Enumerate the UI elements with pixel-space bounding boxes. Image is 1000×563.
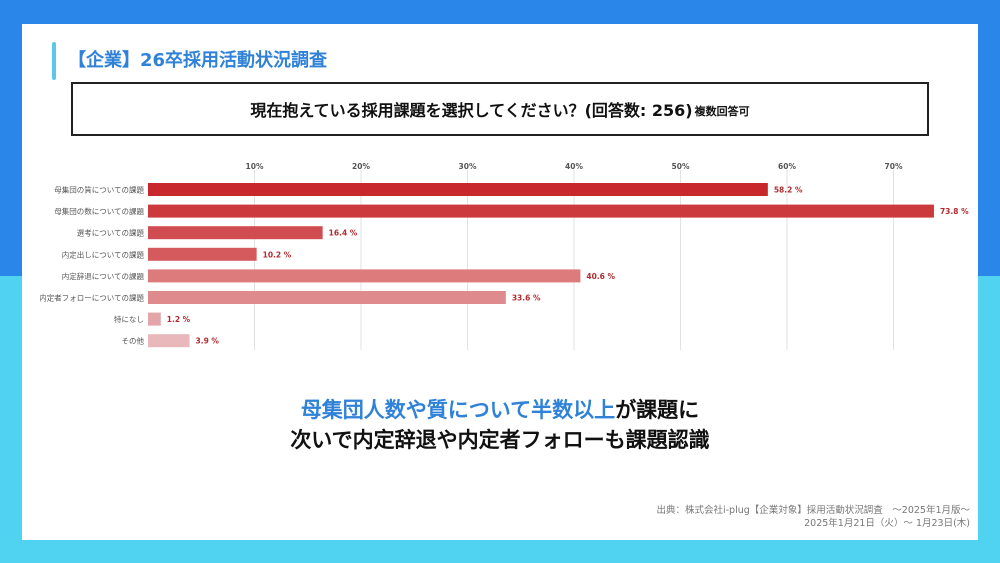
x-tick-label: 60%	[778, 162, 796, 171]
value-label: 58.2 %	[774, 186, 803, 195]
bar	[148, 334, 190, 348]
question-box: 現在抱えている採用課題を選択してください？(回答数: 256) 複数回答可	[71, 82, 929, 136]
summary-line-1-rest: が課題に	[615, 398, 700, 422]
bar	[148, 291, 506, 304]
source-note: 出典：株式会社i-plug【企業対象】採用活動状況調査 ～2025年1月版～ 2…	[656, 504, 970, 530]
bar	[148, 269, 581, 283]
value-label: 10.2 %	[263, 250, 292, 259]
bar-chart: 10% 20% 30% 40% 50% 60% 70% 母集団の質についての課題 58.2 % 母…	[39, 162, 969, 350]
x-tick-label: 20%	[352, 162, 370, 171]
source-line-1: 出典：株式会社i-plug【企業対象】採用活動状況調査 ～2025年1月版～	[656, 505, 970, 516]
category-label: 母集団の数についての課題	[54, 206, 144, 216]
bar	[148, 183, 768, 196]
x-tick-label: 30%	[459, 162, 477, 171]
question-text: 現在抱えている採用課題を選択してください？(回答数: 256)	[250, 101, 693, 120]
category-label: 母集団の質についての課題	[54, 185, 144, 195]
value-label: 73.8 %	[940, 207, 969, 216]
bar	[148, 226, 323, 240]
value-label: 40.6 %	[586, 272, 615, 281]
summary-line-1: 母集団人数や質について半数以上が課題に	[0, 395, 1000, 425]
bar	[148, 247, 257, 261]
category-label: その他	[122, 336, 145, 346]
x-tick-label: 40%	[565, 162, 583, 171]
source-line-2: 2025年1月21日（火）～ 1月23日(木)	[804, 518, 970, 529]
value-label: 16.4 %	[329, 229, 358, 238]
x-tick-label: 50%	[672, 162, 690, 171]
category-label: 内定出しについての課題	[62, 249, 145, 259]
bar	[148, 312, 161, 326]
x-tick-label: 10%	[246, 162, 264, 171]
category-label: 選考についての課題	[77, 228, 145, 238]
summary-line-2: 次いで内定辞退や内定者フォローも課題認識	[290, 428, 710, 452]
summary-text: 母集団人数や質について半数以上が課題に 次いで内定辞退や内定者フォローも課題認識	[0, 395, 1000, 455]
summary-highlight: 母集団人数や質について半数以上	[300, 398, 616, 422]
value-label: 33.6 %	[512, 294, 541, 303]
value-label: 3.9 %	[196, 337, 220, 346]
value-label: 1.2 %	[167, 315, 191, 324]
category-label: 特になし	[114, 314, 144, 324]
title-accent-bar	[52, 42, 56, 80]
question-note: 複数回答可	[694, 105, 750, 118]
category-label: 内定者フォローについての課題	[39, 293, 144, 303]
category-label: 内定辞退についての課題	[62, 271, 145, 281]
slide-title: 【企業】26卒採用活動状況調査	[68, 50, 328, 71]
bar	[148, 204, 934, 218]
x-tick-label: 70%	[885, 162, 903, 171]
